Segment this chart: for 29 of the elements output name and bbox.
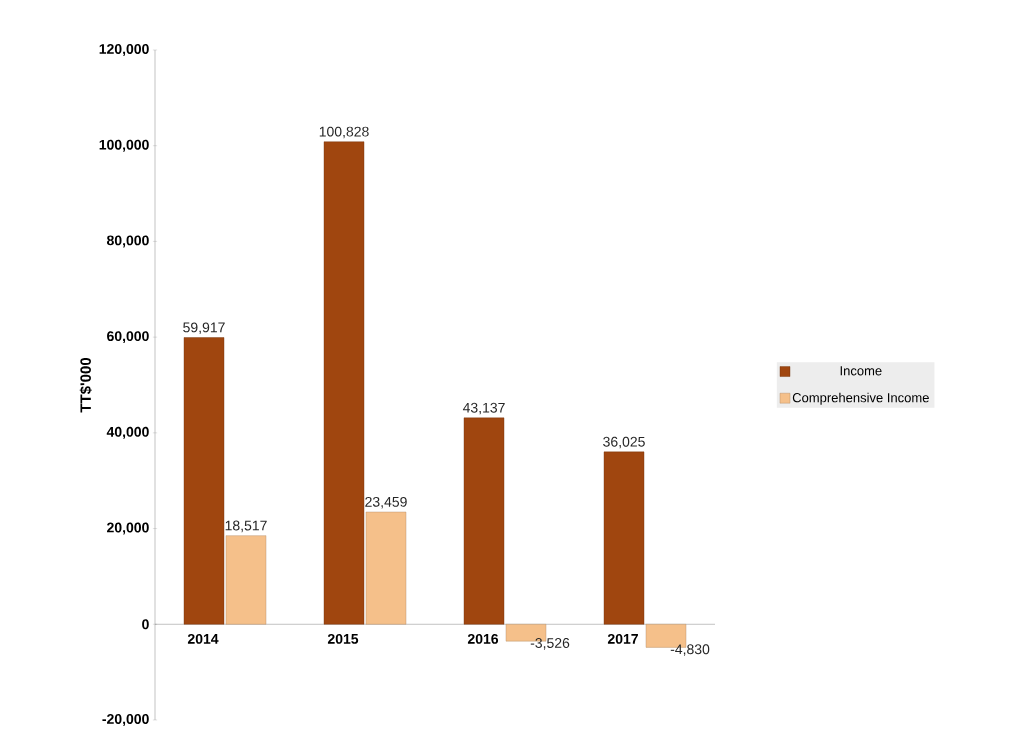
bar — [225, 535, 267, 625]
y-axis-title: TT$'000 — [79, 357, 92, 413]
bar — [463, 417, 505, 625]
data-label: 59,917 — [183, 322, 225, 335]
bar — [365, 511, 407, 625]
data-label: 43,137 — [462, 402, 505, 415]
y-tick-label: 120,000 — [99, 44, 149, 56]
y-tick-label: 60,000 — [107, 331, 149, 344]
data-label: 23,459 — [365, 496, 407, 509]
data-label: 100,828 — [319, 126, 369, 139]
data-label: -4,830 — [670, 644, 710, 656]
bar — [323, 141, 365, 625]
data-label: -3,526 — [530, 638, 570, 650]
data-label: 36,025 — [603, 436, 645, 449]
x-tick-label: 2016 — [467, 633, 499, 644]
y-tick-label: 80,000 — [106, 235, 149, 248]
y-tick-label: 100,000 — [99, 139, 149, 152]
text: Income — [840, 366, 882, 376]
bar — [603, 451, 645, 625]
x-tick-label: 2015 — [327, 633, 359, 644]
data-label: 18,517 — [225, 520, 267, 533]
y-tick-label: 20,000 — [107, 522, 149, 535]
x-tick-label: 2014 — [187, 633, 219, 644]
y-tick-label: -20,000 — [102, 714, 149, 726]
legend-label: Comprehensive Income — [792, 392, 929, 405]
bar — [183, 337, 225, 625]
y-tick-label: 0 — [142, 619, 149, 630]
y-tick-label: 40,000 — [106, 426, 149, 439]
x-tick-label: 2017 — [607, 633, 638, 644]
